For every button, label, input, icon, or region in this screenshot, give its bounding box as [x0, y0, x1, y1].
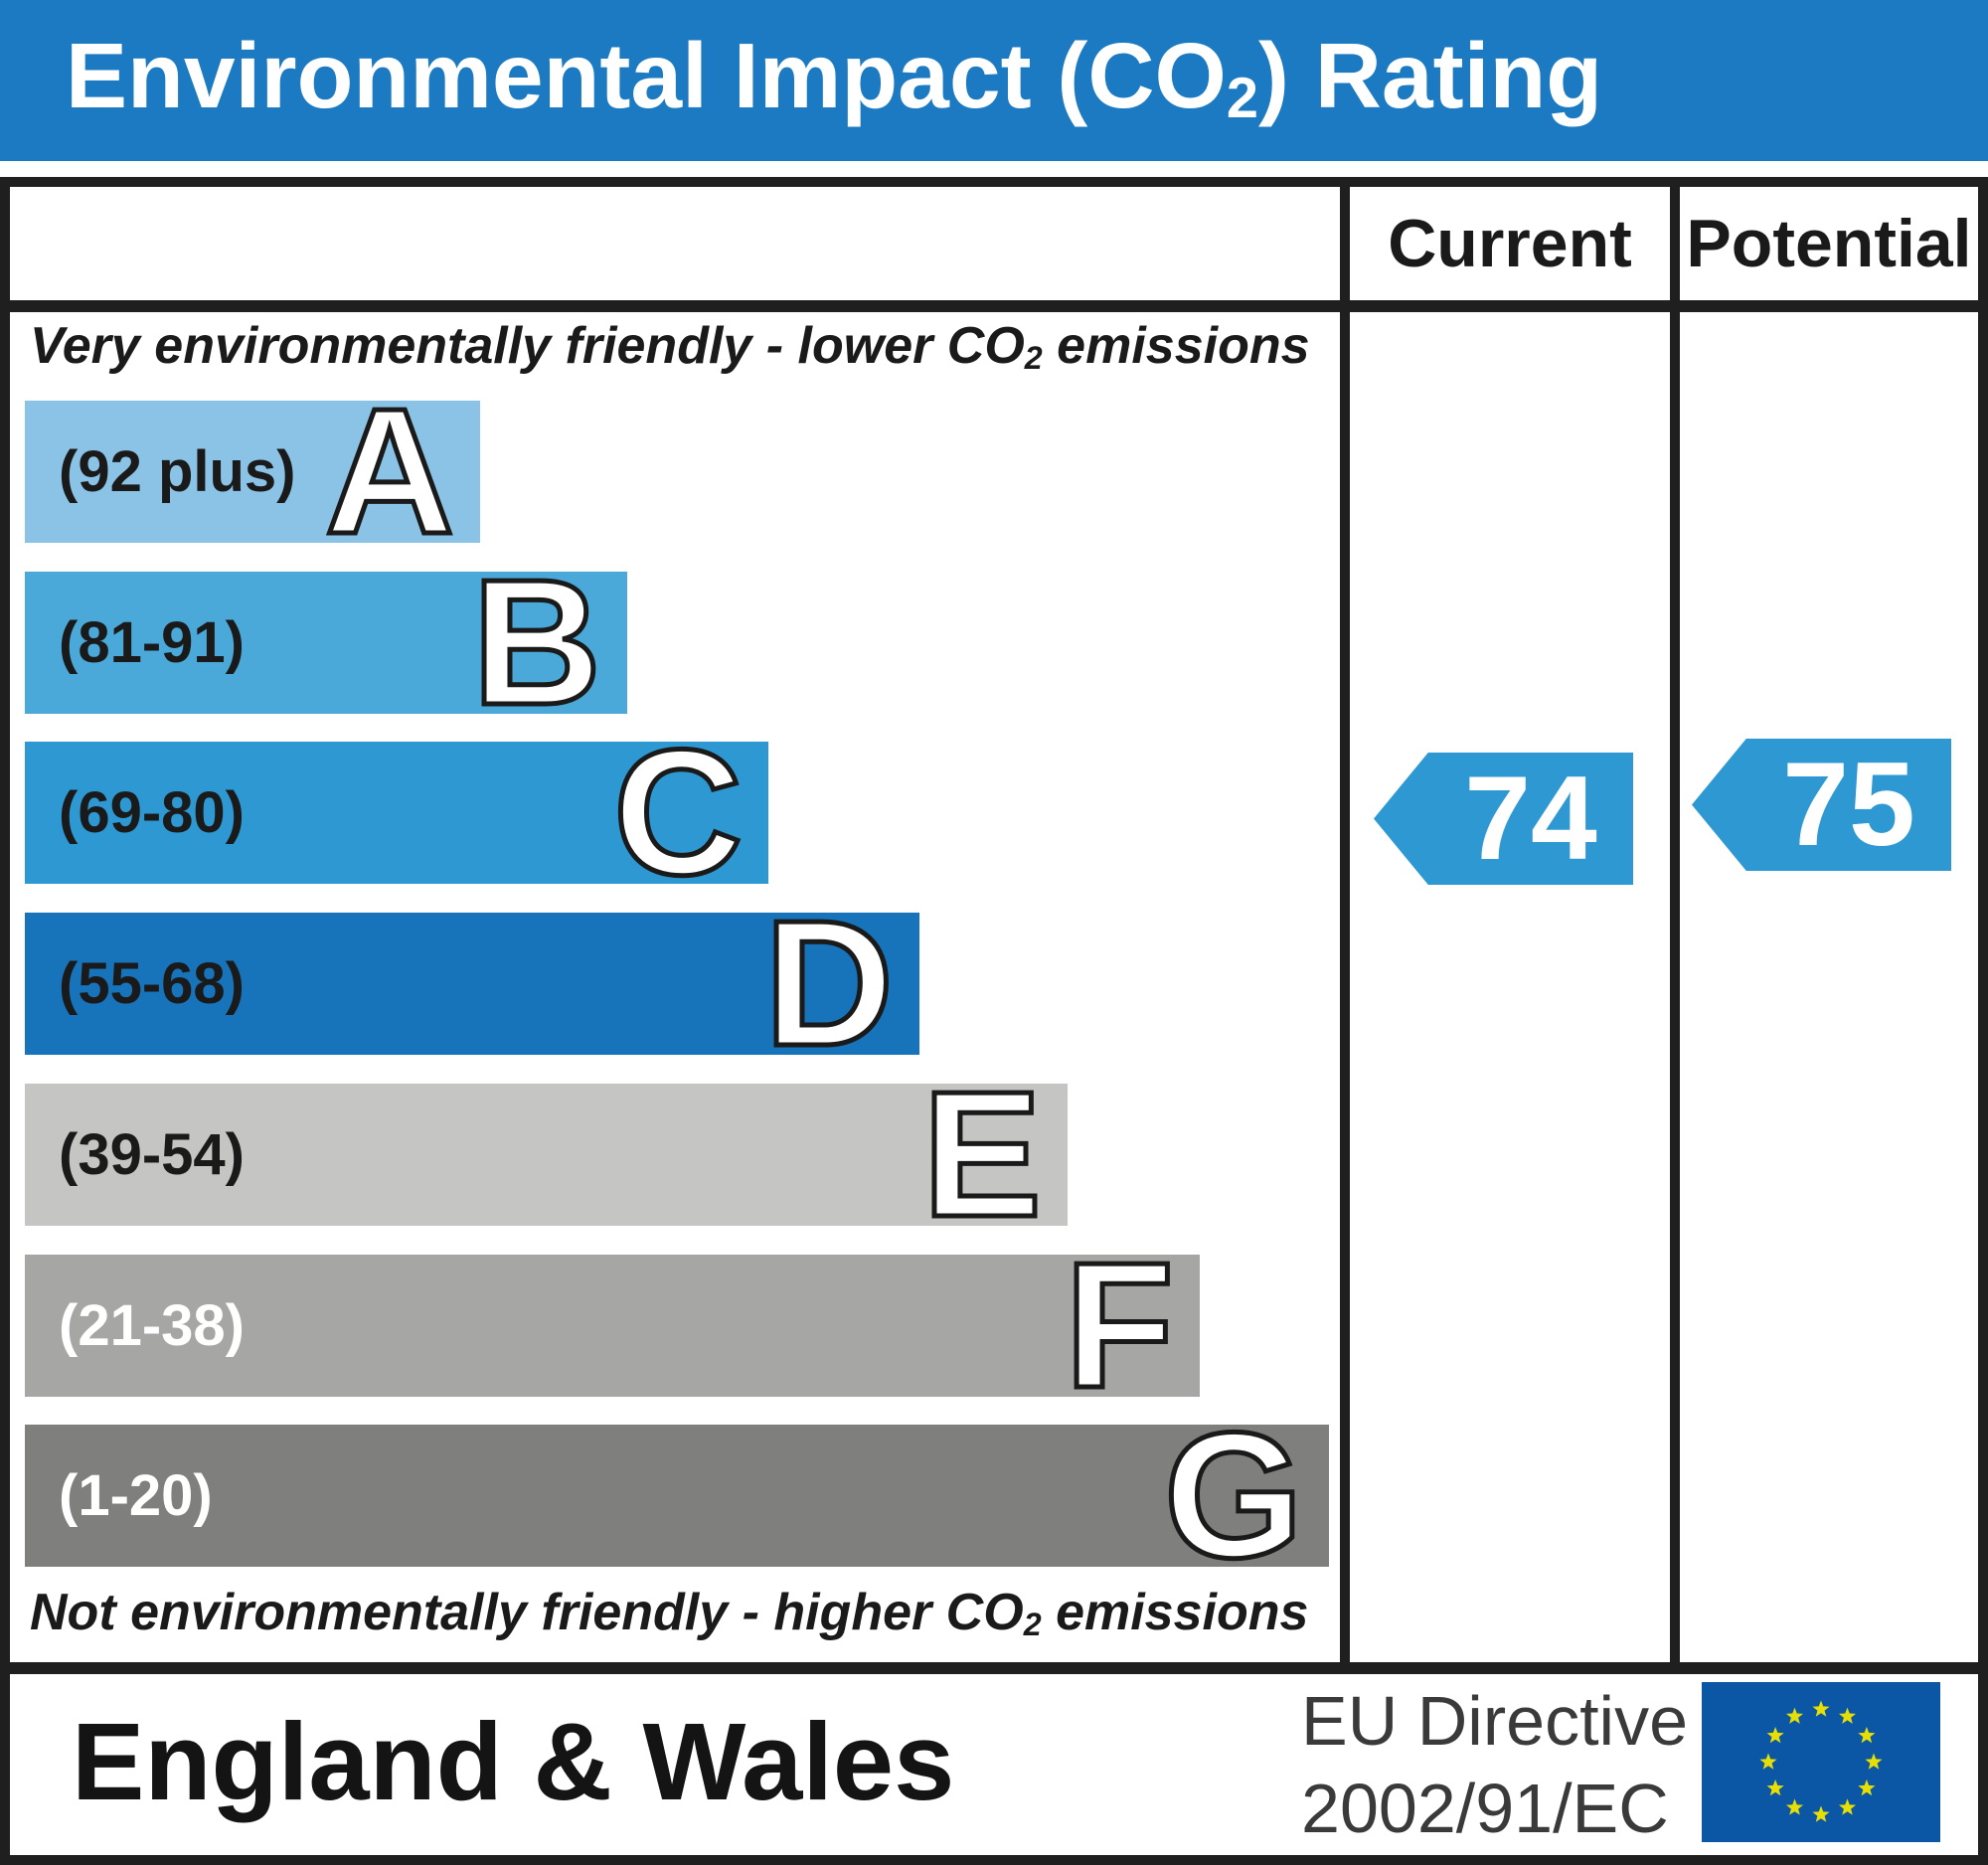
eu-flag-star — [1812, 1805, 1830, 1822]
eu-flag-star — [1838, 1798, 1857, 1815]
band-range-label: (21-38) — [59, 1293, 245, 1358]
top-note: Very environmentally friendly - lower CO… — [30, 316, 1310, 376]
bottom-note: Not environmentally friendly - higher CO… — [30, 1583, 1308, 1642]
eu-flag-star — [1759, 1753, 1777, 1770]
potential-rating-arrow: 75 — [1692, 739, 1951, 871]
eu-flag-star — [1858, 1727, 1876, 1744]
top-note-subscript: 2 — [1024, 339, 1043, 376]
bottom-note-subscript: 2 — [1023, 1606, 1042, 1642]
page-title: Environmental Impact (CO2) Rating — [66, 23, 1603, 131]
eu-flag-icon — [1702, 1682, 1940, 1842]
eu-flag-star — [1785, 1707, 1804, 1724]
band-range-label: (81-91) — [59, 610, 245, 675]
band-A: (92 plus) A — [25, 372, 480, 572]
bottom-note-suffix: emissions — [1041, 1584, 1309, 1641]
title-prefix: Environmental Impact (CO — [66, 24, 1227, 128]
footer-divider — [10, 1662, 1978, 1674]
band-E: (39-54) E — [25, 1055, 1068, 1255]
eu-flag-star — [1766, 1727, 1784, 1744]
band-range-label: (1-20) — [59, 1463, 213, 1528]
column-header-potential: Potential — [1686, 206, 1972, 281]
rating-table: Current Potential Very environmentally f… — [0, 177, 1988, 1865]
footer: England & Wales EU Directive 2002/91/EC — [10, 1674, 1978, 1855]
title-suffix: ) Rating — [1257, 24, 1603, 128]
header-divider — [10, 300, 1978, 312]
column-header-current: Current — [1388, 206, 1632, 281]
eu-flag-star — [1838, 1707, 1857, 1724]
eu-flag-star — [1812, 1700, 1830, 1717]
band-B: (81-91) B — [25, 543, 627, 743]
band-G: (1-20) G — [25, 1396, 1329, 1596]
eu-directive-label: EU Directive 2002/91/EC — [1301, 1677, 1688, 1852]
eu-flag-star — [1865, 1753, 1883, 1770]
band-range-label: (69-80) — [59, 780, 245, 845]
band-letter: C — [611, 713, 746, 913]
band-letter: A — [323, 372, 457, 572]
band-F: (21-38) F — [25, 1226, 1200, 1426]
band-C: (69-80) C — [25, 713, 768, 913]
eu-directive-line2: 2002/91/EC — [1301, 1770, 1669, 1847]
bottom-note-text: Not environmentally friendly - higher CO — [30, 1584, 1024, 1641]
band-range-label: (55-68) — [59, 951, 245, 1016]
eu-flag-star — [1858, 1780, 1876, 1796]
title-subscript: 2 — [1226, 67, 1258, 131]
band-letter: G — [1161, 1396, 1305, 1596]
band-letter: D — [762, 884, 897, 1084]
band-D: (55-68) D — [25, 884, 919, 1084]
band-letter: F — [1063, 1226, 1177, 1426]
potential-rating-value: 75 — [1782, 738, 1915, 871]
eu-flag-star — [1785, 1798, 1804, 1815]
eu-flag-star — [1766, 1780, 1784, 1796]
band-range-label: (92 plus) — [59, 439, 296, 504]
band-letter: E — [919, 1055, 1044, 1255]
top-note-text: Very environmentally friendly - lower CO — [30, 317, 1025, 375]
band-letter: B — [470, 543, 604, 743]
current-rating-arrow: 74 — [1374, 753, 1633, 885]
region-label: England & Wales — [72, 1700, 955, 1823]
top-note-suffix: emissions — [1042, 317, 1310, 375]
column-divider-current — [1340, 187, 1350, 1662]
column-divider-potential — [1670, 187, 1680, 1662]
title-bar: Environmental Impact (CO2) Rating — [0, 0, 1988, 161]
band-range-label: (39-54) — [59, 1122, 245, 1187]
eu-directive-line1: EU Directive — [1301, 1682, 1688, 1760]
current-rating-value: 74 — [1464, 752, 1597, 885]
